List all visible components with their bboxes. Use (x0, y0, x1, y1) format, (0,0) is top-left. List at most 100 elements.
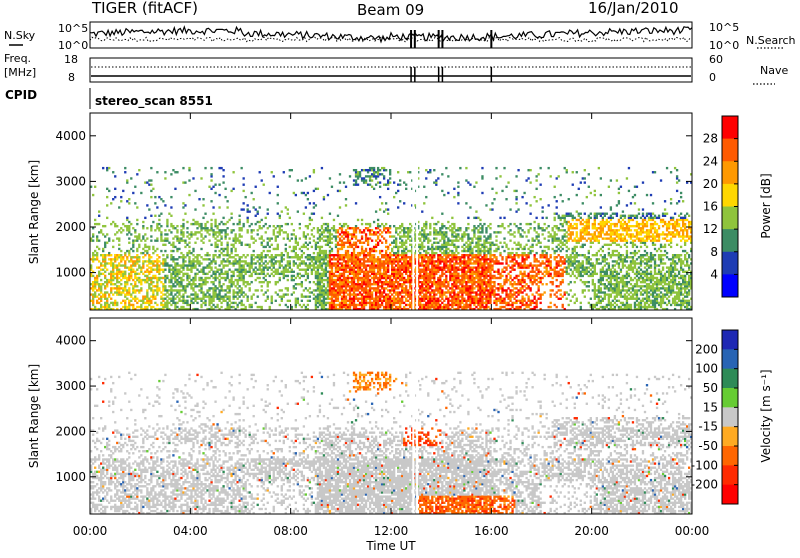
power-cell (331, 289, 333, 291)
power-cell (180, 256, 182, 258)
power-cell (341, 306, 343, 308)
power-cell (395, 281, 397, 283)
power-cell (160, 281, 162, 283)
power-cell (385, 279, 387, 281)
power-cell (425, 287, 427, 289)
power-cell (234, 237, 236, 239)
power-cell (479, 264, 481, 266)
power-cell (353, 227, 355, 229)
power-cell (142, 302, 144, 304)
power-cell (399, 300, 401, 302)
power-cell (351, 254, 353, 256)
power-cell (257, 289, 259, 291)
power-cell (433, 237, 435, 239)
power-cell (220, 242, 222, 244)
power-cell (245, 269, 247, 271)
power-cell (222, 298, 224, 300)
power-cell (218, 254, 220, 256)
power-cell (471, 298, 473, 300)
power-cell (445, 262, 447, 264)
power-cell (120, 275, 122, 277)
power-cell (307, 192, 309, 194)
power-cell (257, 210, 259, 212)
power-cell (327, 277, 329, 279)
power-cell (208, 229, 210, 231)
power-cell (451, 217, 453, 219)
power-cell (247, 204, 249, 206)
power-cell (261, 244, 263, 246)
power-cell (170, 173, 172, 175)
power-cell (176, 229, 178, 231)
power-cell (451, 250, 453, 252)
power-cell (218, 239, 220, 241)
power-cell (371, 273, 373, 275)
power-cell (361, 304, 363, 306)
power-cell (423, 273, 425, 275)
power-cell (188, 233, 190, 235)
power-cell (431, 275, 433, 277)
power-cell (471, 242, 473, 244)
power-cell (425, 169, 427, 171)
power-cell (407, 262, 409, 264)
power-cell (255, 223, 257, 225)
power-cell (269, 306, 271, 308)
power-cell (168, 298, 170, 300)
power-cell (110, 260, 112, 262)
power-cell (130, 260, 132, 262)
power-cell (120, 196, 122, 198)
power-cell (230, 302, 232, 304)
power-cell (182, 293, 184, 295)
power-cell (337, 260, 339, 262)
power-cell (112, 293, 114, 295)
power-cell (381, 223, 383, 225)
power-cell (345, 204, 347, 206)
power-cell (269, 239, 271, 241)
power-cell (208, 239, 210, 241)
power-cell (329, 266, 331, 268)
power-cell (164, 293, 166, 295)
power-cell (96, 277, 98, 279)
power-cell (214, 250, 216, 252)
power-cell (295, 237, 297, 239)
power-cell (313, 264, 315, 266)
power-cell (251, 304, 253, 306)
power-cell (395, 242, 397, 244)
power-cell (435, 306, 437, 308)
power-cell (461, 237, 463, 239)
power-cell (365, 169, 367, 171)
power-cell (487, 242, 489, 244)
power-cell (249, 287, 251, 289)
power-cell (295, 248, 297, 250)
power-cell (475, 217, 477, 219)
power-cell (479, 289, 481, 291)
power-cell (383, 262, 385, 264)
power-cell (435, 179, 437, 181)
power-cell (132, 242, 134, 244)
power-cell (359, 258, 361, 260)
power-cell (182, 227, 184, 229)
power-cell (92, 293, 94, 295)
power-cell (385, 252, 387, 254)
power-cell (156, 304, 158, 306)
power-cell (255, 266, 257, 268)
power-cell (313, 298, 315, 300)
power-cell (106, 304, 108, 306)
power-cell (443, 264, 445, 266)
power-cell (377, 223, 379, 225)
power-cell (333, 225, 335, 227)
power-cell (319, 287, 321, 289)
power-cell (365, 287, 367, 289)
power-cell (333, 300, 335, 302)
power-cell (333, 229, 335, 231)
power-cell (387, 302, 389, 304)
power-cell (236, 239, 238, 241)
power-cell (397, 300, 399, 302)
power-cell (325, 291, 327, 293)
power-cell (403, 202, 405, 204)
power-cell (331, 283, 333, 285)
power-cell (429, 231, 431, 233)
power-cell (170, 254, 172, 256)
power-cell (224, 231, 226, 233)
power-cell (459, 302, 461, 304)
